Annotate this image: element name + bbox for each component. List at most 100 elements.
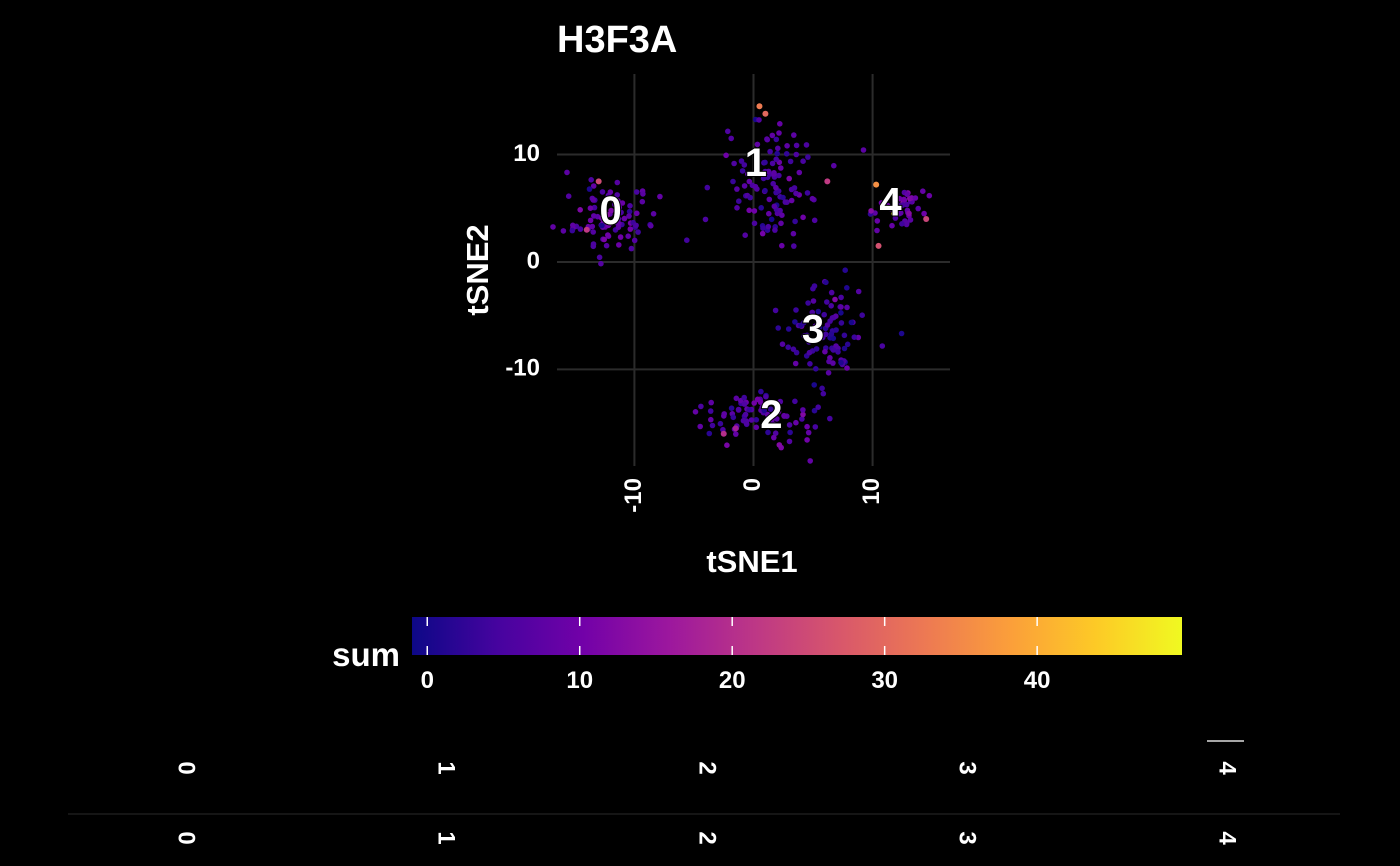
data-point	[692, 409, 699, 415]
data-point	[785, 326, 792, 332]
data-point	[590, 183, 597, 189]
strip-bottom: 0 1 2 3 4	[173, 831, 1241, 845]
data-point	[860, 147, 867, 153]
colorbar	[412, 617, 1182, 655]
data-point	[706, 430, 713, 437]
data-point	[570, 222, 576, 229]
data-point	[833, 327, 839, 333]
data-point	[762, 110, 769, 117]
data-point	[920, 188, 926, 194]
data-point	[835, 349, 841, 355]
data-point	[855, 288, 862, 295]
cluster-label: 2	[760, 393, 782, 437]
data-point	[800, 158, 806, 164]
data-point	[786, 422, 793, 428]
data-point	[648, 223, 654, 229]
data-point	[707, 408, 714, 414]
data-point	[590, 243, 597, 250]
data-point	[603, 242, 610, 249]
data-point	[772, 307, 779, 314]
data-point	[780, 194, 786, 201]
data-point	[614, 179, 621, 186]
data-point	[838, 320, 845, 326]
legend-title: sum	[332, 636, 400, 673]
data-point	[740, 417, 747, 424]
data-point	[844, 341, 851, 348]
data-point	[904, 220, 910, 226]
data-point	[777, 207, 783, 214]
data-point	[738, 158, 745, 164]
data-point	[806, 349, 813, 356]
data-point	[741, 401, 748, 407]
data-point	[768, 216, 775, 223]
data-point	[892, 215, 899, 221]
data-point	[746, 207, 752, 214]
data-point	[599, 222, 605, 229]
data-point	[564, 169, 570, 176]
data-point	[626, 208, 633, 215]
data-point	[813, 346, 820, 352]
data-point	[607, 189, 614, 195]
data-point	[859, 312, 865, 319]
data-point	[779, 242, 785, 249]
data-point	[684, 237, 690, 243]
data-point	[832, 296, 838, 303]
data-point	[903, 201, 910, 208]
data-point	[775, 325, 781, 331]
data-point	[805, 300, 811, 306]
data-point	[842, 267, 848, 274]
data-point	[773, 184, 779, 191]
data-point	[824, 299, 830, 305]
data-point	[786, 438, 793, 445]
data-point	[774, 150, 780, 157]
data-point	[804, 332, 810, 339]
data-point	[889, 222, 895, 229]
data-point	[616, 242, 622, 248]
data-point	[608, 207, 614, 214]
data-point	[758, 205, 764, 211]
data-point	[583, 226, 590, 233]
data-point	[823, 279, 829, 286]
points-layer	[550, 103, 933, 464]
data-point	[868, 208, 874, 214]
data-point	[765, 429, 771, 436]
data-point	[717, 420, 724, 427]
data-point	[723, 152, 729, 159]
data-point	[587, 217, 594, 224]
grid	[557, 74, 950, 466]
data-point	[753, 424, 760, 431]
data-point	[819, 385, 825, 392]
colorbar-tick-label: 30	[871, 667, 898, 694]
data-point	[742, 411, 749, 418]
strip-top-label: 1	[433, 761, 460, 774]
data-point	[634, 210, 640, 217]
data-point	[618, 209, 624, 216]
data-point	[625, 233, 631, 239]
data-point	[735, 406, 742, 413]
data-point	[828, 331, 835, 337]
data-point	[786, 175, 792, 182]
data-point	[747, 194, 753, 201]
data-point	[633, 222, 639, 229]
data-point	[742, 232, 748, 238]
data-point	[792, 398, 798, 405]
data-point	[769, 160, 776, 167]
data-point	[926, 192, 933, 199]
data-point	[753, 159, 759, 165]
data-point	[598, 260, 604, 267]
data-point	[721, 411, 727, 417]
data-point	[733, 395, 740, 402]
data-point	[841, 345, 848, 352]
data-point	[874, 227, 880, 234]
data-point	[844, 304, 850, 311]
data-point	[741, 394, 747, 401]
data-point	[764, 174, 771, 181]
data-point	[773, 136, 780, 143]
data-point	[763, 393, 769, 400]
data-point	[803, 142, 810, 148]
colorbar-ticks: 0 10 20 30 40	[421, 617, 1051, 694]
data-point	[828, 303, 834, 309]
x-axis-label: tSNE1	[706, 544, 797, 579]
data-point	[793, 151, 800, 158]
data-point	[765, 223, 772, 230]
